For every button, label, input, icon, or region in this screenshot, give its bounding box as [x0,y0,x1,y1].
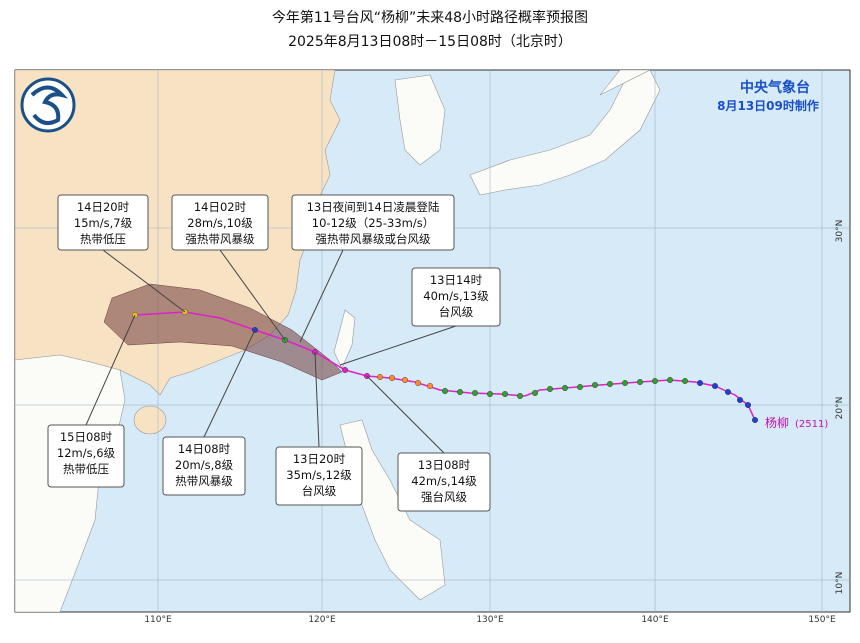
title: 今年第11号台风“杨柳”未来48小时路径概率预报图 [272,9,588,26]
leader-line [314,351,320,448]
track-point [577,384,584,391]
lon-label: 130°E [476,615,504,625]
track-point [752,417,759,424]
track-point [682,378,689,385]
callout-box [57,194,149,251]
korea [394,74,446,166]
track-point [402,377,409,384]
callout-text: 14日02时 [194,200,247,214]
track-point [712,383,719,390]
map: 中央气象台 8月13日09时制作 杨柳 (2511) 110°E 120°E 1… [14,69,851,625]
track-point [427,383,434,390]
callout-text: 13日20时 [293,452,346,466]
track-point [377,374,384,381]
callout-text: 强热带风暴级或台风级 [316,232,431,246]
track-point [745,402,752,409]
leader-line [339,325,457,366]
lat-label: 20°N [835,397,845,420]
probability-cone [103,283,343,381]
leader-line [366,375,445,454]
typhoon-name: 杨柳 [765,415,789,430]
callout-box [171,194,269,251]
callout-text: 40m/s,13级 [423,289,489,303]
lon-label: 110°E [144,615,172,625]
track-point [562,385,569,392]
callout-text: 13日08时 [418,458,471,472]
lon-label: 120°E [308,615,336,625]
taiwan [333,309,356,369]
callout-text: 13日夜间到14日凌晨登陆 [307,200,440,214]
lon-label: 150°E [808,615,836,625]
typhoon-code: (2511) [795,419,828,430]
track-point [737,397,744,404]
callout-text: 10-12级（25-33m/s） [312,216,434,230]
track-point [667,377,674,384]
track-point [532,390,539,397]
callout-text: 14日08时 [178,442,231,456]
track-point [472,390,479,397]
callout-text: 14日20时 [77,200,130,214]
track-point [622,380,629,387]
callout-box [47,424,125,488]
track-point [652,378,659,385]
callout-text: 35m/s,12级 [286,468,352,482]
leader-line [203,329,256,438]
track-point [592,382,599,389]
leader-line [219,249,286,341]
callout-text: 15m/s,7级 [74,216,133,230]
leader-line [85,314,136,426]
track-point [517,393,524,400]
track-point [487,391,494,398]
agency-name: 中央气象台 [740,79,810,96]
callout-box [162,436,246,496]
callout-text: 强台风级 [421,490,467,504]
track-point [442,388,449,395]
track-point [389,375,396,382]
track-point [457,389,464,396]
track-point [502,391,509,398]
callout-text: 热带风暴级 [175,474,233,488]
leader-line [102,249,186,313]
callout-box [397,452,491,512]
callout-box [411,267,501,327]
track-point [637,379,644,386]
callout-text: 13日14时 [430,273,483,287]
callout-text: 15日08时 [60,430,113,444]
track-point [607,381,614,388]
track-point [547,386,554,393]
callout-text: 热带低压 [80,232,126,246]
callouts: 14日20时15m/s,7级热带低压14日02时28m/s,10级强热带风暴级1… [47,194,501,512]
callout-text: 28m/s,10级 [187,216,253,230]
track-point [697,380,704,387]
callout-text: 42m/s,14级 [411,474,477,488]
callout-box [291,194,455,251]
lat-label: 30°N [835,220,845,243]
lon-label: 140°E [641,615,669,625]
lat-label: 10°N [835,572,845,595]
callout-text: 台风级 [439,305,474,319]
track-point [725,389,732,396]
subtitle: 2025年8月13日08时－15日08时（北京时） [288,34,572,50]
callout-text: 12m/s,6级 [57,446,116,460]
track-point [342,367,349,374]
callout-text: 台风级 [302,484,337,498]
callout-text: 20m/s,8级 [175,458,234,472]
callout-text: 热带低压 [63,462,109,476]
leader-line [299,249,344,343]
callout-box [275,446,363,506]
callout-text: 强热带风暴级 [186,232,255,246]
issue-time: 8月13日09时制作 [717,98,819,113]
japan [469,70,661,196]
hokkaido [599,70,651,96]
track-point [415,380,422,387]
hainan [133,405,167,435]
logo [20,77,76,133]
